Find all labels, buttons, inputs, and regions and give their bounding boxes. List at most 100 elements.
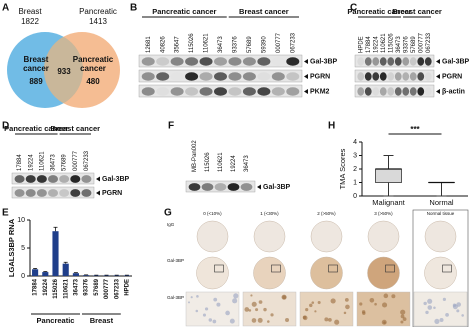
blot-band bbox=[424, 57, 432, 66]
y-tick-label: 10 bbox=[17, 217, 25, 224]
lane-label: 110621 bbox=[204, 33, 210, 53]
blot-band bbox=[257, 57, 271, 66]
lane-label: 57689 bbox=[411, 36, 417, 53]
stain-spot bbox=[225, 310, 230, 316]
blot-band bbox=[185, 57, 199, 66]
stain-spot bbox=[439, 317, 444, 322]
stain-spot bbox=[381, 319, 387, 325]
group-header: Pancreatic cancer bbox=[347, 7, 411, 16]
stain-spot bbox=[248, 309, 252, 312]
lane-label: 36473 bbox=[244, 155, 250, 172]
blot-band bbox=[36, 189, 47, 197]
panel-letter: H bbox=[328, 121, 335, 132]
blot-label: Gal-3BP bbox=[310, 58, 338, 65]
lane-label: 115026 bbox=[205, 152, 211, 172]
blot-band bbox=[47, 175, 59, 183]
stain-spot bbox=[229, 318, 235, 324]
x-tick-label: 000777 bbox=[104, 278, 110, 299]
tissue-core bbox=[367, 220, 400, 253]
stain-spot bbox=[427, 305, 433, 310]
stain-spot bbox=[442, 297, 446, 301]
blot-band bbox=[201, 183, 214, 191]
stain-spot bbox=[434, 318, 440, 324]
blot-band bbox=[271, 87, 285, 96]
stain-spot bbox=[309, 303, 313, 308]
group-header: Pancreatic cancer bbox=[152, 7, 216, 16]
x-tick-label: 115026 bbox=[53, 278, 59, 298]
stain-spot bbox=[317, 301, 321, 305]
blot-band bbox=[271, 72, 285, 81]
stain-spot bbox=[244, 307, 250, 312]
stain-spot bbox=[204, 307, 209, 311]
panel-letter: F bbox=[168, 121, 174, 132]
blot-band bbox=[170, 72, 184, 81]
stain-spot bbox=[328, 317, 332, 322]
tissue-core bbox=[310, 220, 343, 253]
tissue-core bbox=[367, 256, 400, 290]
group-label: Breast bbox=[90, 316, 114, 325]
stain-spot bbox=[374, 302, 377, 306]
blot-band bbox=[188, 183, 201, 191]
bar bbox=[123, 275, 130, 276]
significance-label: *** bbox=[410, 125, 420, 134]
venn-count: 889 bbox=[29, 77, 43, 86]
lane-label: 067233 bbox=[84, 150, 90, 171]
blot-label: Gal-3BP bbox=[102, 176, 130, 183]
panel-letter: C bbox=[350, 3, 357, 14]
blot-band bbox=[242, 87, 256, 96]
stain-spot bbox=[445, 312, 449, 317]
stain-spot bbox=[324, 317, 329, 322]
blot-band bbox=[424, 72, 432, 81]
blot-arrow bbox=[304, 59, 308, 64]
panel-letter: A bbox=[2, 3, 9, 14]
venn-label: cancer bbox=[80, 64, 106, 73]
lane-label: 36473 bbox=[51, 154, 57, 171]
blot-arrow bbox=[257, 184, 261, 190]
blot-band bbox=[70, 189, 81, 197]
bar bbox=[42, 272, 49, 276]
blot-label: β-actin bbox=[442, 88, 465, 95]
blot-band bbox=[286, 87, 300, 96]
lane-label: 000777 bbox=[418, 32, 424, 53]
lane-label: 35647 bbox=[175, 36, 181, 53]
blot-band bbox=[59, 175, 70, 183]
blot-band bbox=[357, 57, 365, 66]
blot-band bbox=[141, 87, 155, 96]
lane-label: 067233 bbox=[426, 32, 432, 53]
blot-band bbox=[141, 72, 155, 81]
stain-spot bbox=[213, 297, 218, 302]
blot-band bbox=[409, 57, 417, 66]
tissue-core bbox=[310, 256, 343, 290]
y-tick-label: 2 bbox=[353, 166, 357, 173]
stain-spot bbox=[208, 318, 213, 322]
y-tick-label: 0 bbox=[21, 273, 25, 280]
column-header: Normal tissue bbox=[427, 211, 455, 216]
stain-spot bbox=[400, 314, 405, 319]
stain-spot bbox=[361, 310, 366, 314]
stain-spot bbox=[270, 313, 274, 317]
bar bbox=[62, 263, 69, 276]
blot-band bbox=[47, 189, 59, 197]
blot-band bbox=[364, 57, 372, 66]
blot-band bbox=[409, 72, 417, 81]
panel-letter: E bbox=[2, 208, 9, 219]
blot-band bbox=[379, 72, 387, 81]
stain-spot bbox=[257, 317, 263, 323]
bar bbox=[32, 269, 39, 276]
column-header: 0 (<10%) bbox=[203, 211, 222, 216]
zoom-box bbox=[442, 264, 452, 273]
stain-spot bbox=[425, 310, 429, 315]
stain-spot bbox=[452, 303, 457, 307]
x-tick-label: 36473 bbox=[73, 278, 79, 295]
stain-spot bbox=[285, 317, 290, 322]
blot-band bbox=[242, 57, 256, 66]
zoom-box bbox=[328, 264, 338, 273]
blot-band bbox=[409, 87, 417, 96]
blot-band bbox=[70, 175, 81, 183]
stain-spot bbox=[233, 293, 239, 299]
blot-band bbox=[387, 87, 395, 96]
stain-spot bbox=[344, 297, 349, 302]
bar bbox=[52, 231, 59, 276]
y-tick-label: 0 bbox=[353, 193, 357, 200]
blot-arrow bbox=[96, 176, 100, 182]
